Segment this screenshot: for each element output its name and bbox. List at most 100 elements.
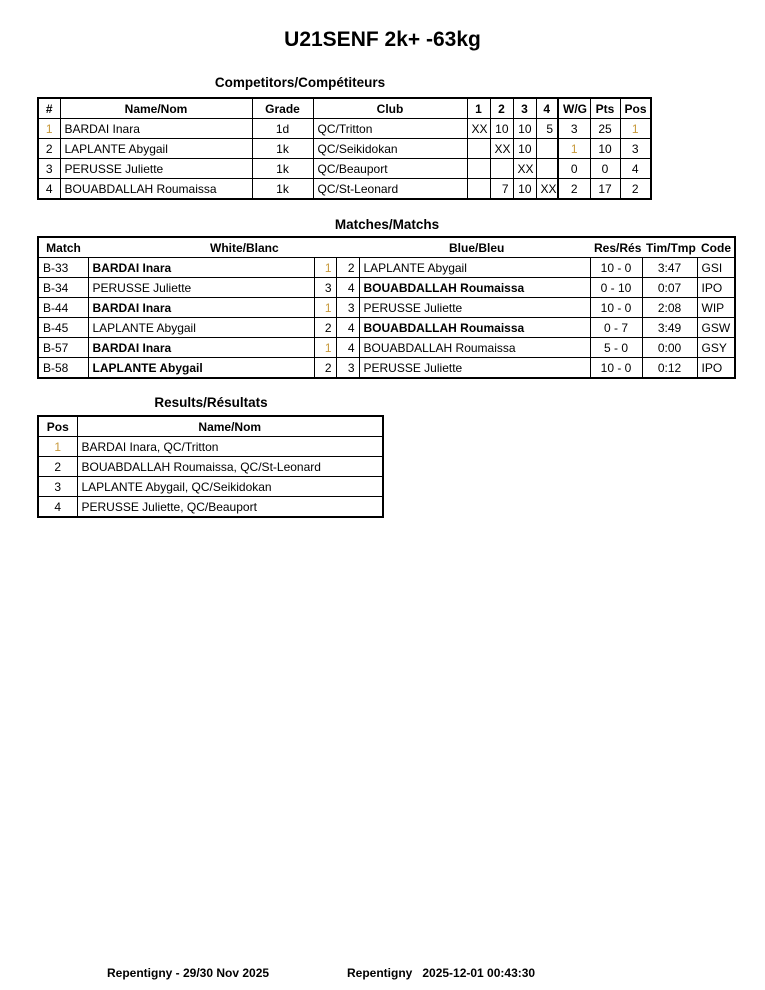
competitor-cell: QC/Beauport: [312, 158, 468, 179]
competitor-cell: 10: [512, 138, 537, 159]
column-header: Res/Rés: [590, 236, 642, 258]
match-result: 10 - 0: [589, 257, 643, 278]
column-header: Pts: [589, 97, 621, 119]
blue-competitor: BOUABDALLAH Roumaissa: [358, 317, 591, 338]
column-header: 1: [466, 97, 491, 119]
result-name: PERUSSE Juliette, QC/Beauport: [76, 496, 384, 518]
result-position: 3: [37, 476, 78, 497]
competitor-cell: 4: [619, 158, 652, 179]
competitor-cell: XX: [489, 138, 514, 159]
competitor-cell: [489, 158, 514, 179]
match-time: 3:49: [641, 317, 698, 338]
match-row: B-57 BARDAI Inara 1 4 BOUABDALLAH Roumaissa 5…: [37, 337, 736, 358]
white-competitor: LAPLANTE Abygail: [87, 357, 315, 379]
match-id: B-34: [37, 277, 89, 298]
match-code: GSY: [696, 337, 736, 358]
match-time: 3:47: [641, 257, 698, 278]
column-header: #: [37, 97, 61, 119]
match-code: GSI: [696, 257, 736, 278]
competitor-cell: PERUSSE Juliette: [59, 158, 253, 179]
column-header: White/Blanc: [88, 236, 359, 258]
match-code: GSW: [696, 317, 736, 338]
column-header: Code: [697, 236, 735, 258]
competitor-cell: LAPLANTE Abygail: [59, 138, 253, 159]
competitor-cell: BARDAI Inara: [59, 118, 253, 139]
column-header: Club: [312, 97, 468, 119]
white-number: 3: [313, 277, 337, 298]
competitor-cell: 3: [619, 138, 652, 159]
white-competitor: LAPLANTE Abygail: [87, 317, 315, 338]
match-row: B-58 LAPLANTE Abygail 2 3 PERUSSE Juliette 10…: [37, 357, 736, 379]
competitor-cell: XX: [535, 178, 559, 200]
match-id: B-33: [37, 257, 89, 278]
column-header: Tim/Tmp: [642, 236, 697, 258]
white-competitor: BARDAI Inara: [87, 257, 315, 278]
competitor-cell: [466, 178, 491, 200]
blue-number: 3: [335, 297, 360, 318]
blue-number: 2: [335, 257, 360, 278]
white-competitor: BARDAI Inara: [87, 297, 315, 318]
competitor-cell: 10: [589, 138, 621, 159]
column-header: 3: [512, 97, 537, 119]
white-competitor: PERUSSE Juliette: [87, 277, 315, 298]
match-time: 2:08: [641, 297, 698, 318]
competitor-cell: QC/Seikidokan: [312, 138, 468, 159]
competitor-cell: 17: [589, 178, 621, 200]
blue-number: 4: [335, 277, 360, 298]
competitor-cell: 2: [619, 178, 652, 200]
match-id: B-57: [37, 337, 89, 358]
blue-number: 4: [335, 337, 360, 358]
column-header: W/G: [557, 97, 591, 119]
competitors-table: # Name/Nom Grade Club 1 2 3 4 W/G Pts Pos 1 BARDAI I…: [37, 97, 652, 200]
competitor-cell: 1: [619, 118, 652, 139]
competitor-cell: 10: [512, 118, 537, 139]
competitor-cell: 1k: [251, 158, 314, 179]
match-result: 5 - 0: [589, 337, 643, 358]
competitor-cell: 25: [589, 118, 621, 139]
match-time: 0:12: [641, 357, 698, 379]
column-header: 4: [535, 97, 559, 119]
footer-event: Repentigny - 29/30 Nov 2025: [107, 966, 270, 980]
result-row: 3 LAPLANTE Abygail, QC/Seikidokan: [37, 476, 384, 497]
column-header: Name/Nom: [76, 415, 384, 437]
white-number: 2: [313, 317, 337, 338]
result-position: 2: [37, 456, 78, 477]
blue-competitor: LAPLANTE Abygail: [358, 257, 591, 278]
page-title: U21SENF 2k+ -63kg: [284, 28, 481, 51]
match-id: B-58: [37, 357, 89, 379]
result-position: 4: [37, 496, 78, 518]
column-header: Pos: [619, 97, 652, 119]
competitor-cell: 4: [37, 178, 61, 200]
match-code: IPO: [696, 357, 736, 379]
match-code: WIP: [696, 297, 736, 318]
competitor-cell: 0: [589, 158, 621, 179]
match-id: B-45: [37, 317, 89, 338]
white-number: 1: [313, 257, 337, 278]
match-row: B-44 BARDAI Inara 1 3 PERUSSE Juliette 10 - 0…: [37, 297, 736, 318]
competitor-cell: QC/St-Leonard: [312, 178, 468, 200]
competitor-cell: 10: [512, 178, 537, 200]
blue-competitor: PERUSSE Juliette: [358, 357, 591, 379]
competitor-cell: 0: [557, 158, 591, 179]
competitor-row: 3 PERUSSE Juliette 1k QC/Beauport XX 0 0 4: [37, 158, 652, 179]
column-header: Name/Nom: [59, 97, 253, 119]
competitor-cell: QC/Tritton: [312, 118, 468, 139]
competitors-heading: Competitors/Compétiteurs: [214, 75, 386, 90]
competitor-cell: 7: [489, 178, 514, 200]
competitor-cell: 10: [489, 118, 514, 139]
blue-competitor: BOUABDALLAH Roumaissa: [358, 277, 591, 298]
competitor-cell: XX: [466, 118, 491, 139]
competitor-cell: [466, 138, 491, 159]
match-id: B-44: [37, 297, 89, 318]
competitor-cell: 1k: [251, 138, 314, 159]
result-name: BARDAI Inara, QC/Tritton: [76, 436, 384, 457]
competitor-cell: [466, 158, 491, 179]
footer-timestamp: Repentigny 2025-12-01 00:43:30: [347, 966, 536, 980]
column-header: Grade: [251, 97, 314, 119]
blue-number: 4: [335, 317, 360, 338]
result-position: 1: [37, 436, 78, 457]
competitor-cell: 1: [37, 118, 61, 139]
match-result: 10 - 0: [589, 297, 643, 318]
blue-competitor: PERUSSE Juliette: [358, 297, 591, 318]
column-header: 2: [489, 97, 514, 119]
